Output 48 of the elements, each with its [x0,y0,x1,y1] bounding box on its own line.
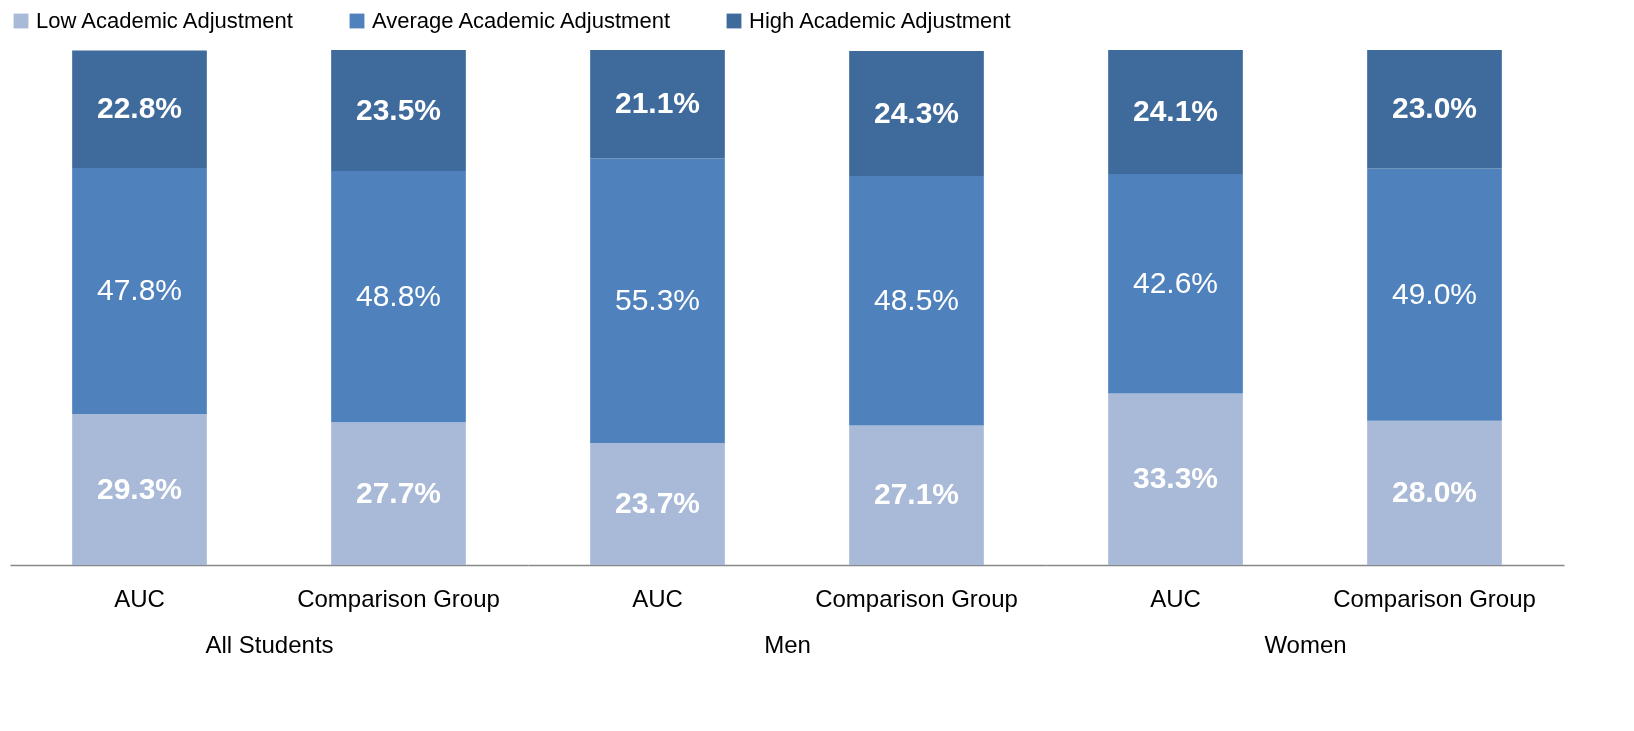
x-tick-label: Comparison Group [1333,584,1536,612]
data-label: 55.3% [614,282,701,316]
data-label: 22.8% [96,91,183,125]
bar [331,50,466,172]
data-label: 21.1% [614,86,701,120]
bar [590,158,725,444]
bar [1367,168,1502,421]
x-tick-label: AUC [632,584,683,612]
data-label: 23.0% [1391,91,1478,125]
bar [849,51,984,177]
data-label: 48.8% [355,278,442,312]
bar [1108,50,1243,175]
bar [590,443,725,565]
data-label: 29.3% [96,471,183,505]
bar [1108,174,1243,394]
legend-label: Low Academic Adjustment [36,8,293,33]
data-label: 48.5% [873,282,960,316]
data-label: 24.3% [873,95,960,129]
bar [72,50,207,168]
x-axis-title: Women [1264,630,1347,658]
bar [72,167,207,415]
legend-label: High Academic Adjustment [749,8,1011,33]
bar [331,171,466,423]
bar [849,425,984,565]
data-label: 33.3% [1132,461,1219,495]
x-axis-title: All Students [205,630,334,658]
x-axis-title: Men [764,630,811,658]
data-label: 49.0% [1391,276,1478,310]
bar [72,414,207,565]
data-label: 27.7% [355,475,442,509]
data-label: 28.0% [1391,474,1478,508]
x-tick-label: Comparison Group [297,584,500,612]
bar [590,50,725,159]
x-tick-label: AUC [1150,584,1201,612]
legend-label: Average Academic Adjustment [372,8,670,33]
x-tick-label: Comparison Group [815,584,1018,612]
bar [849,176,984,426]
data-label: 23.7% [614,486,701,520]
bar [331,422,466,565]
x-tick-label: AUC [114,584,165,612]
bar [1367,420,1502,565]
data-label: 42.6% [1132,265,1219,299]
data-label: 27.1% [873,477,960,511]
data-label: 24.1% [1132,94,1219,128]
bar [1108,393,1243,565]
data-label: 23.5% [355,92,442,126]
bar [1367,50,1502,169]
data-label: 47.8% [96,273,183,307]
